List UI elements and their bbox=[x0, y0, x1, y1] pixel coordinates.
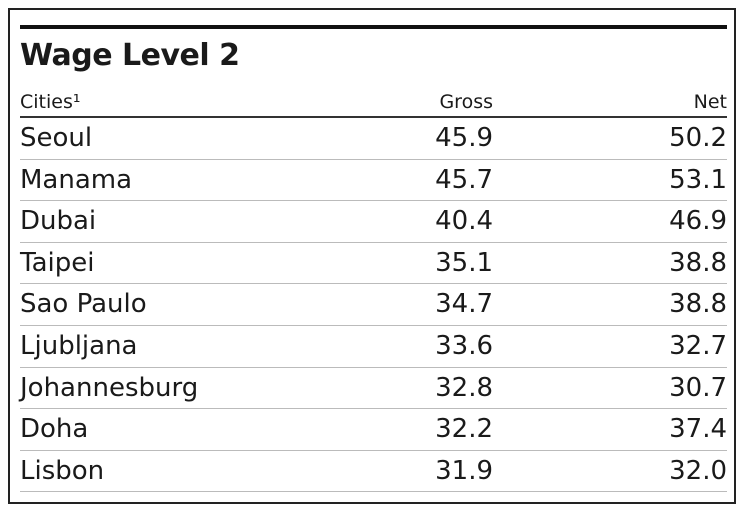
table-cell: Taipei bbox=[20, 247, 95, 278]
table-cell: Dubai bbox=[20, 206, 97, 237]
table-cell: Doha bbox=[20, 414, 89, 445]
table-cell: Seoul bbox=[20, 123, 93, 153]
table-cell: 32.2 bbox=[435, 414, 493, 445]
table-row: Seoul 45.9 50.2 bbox=[20, 118, 727, 160]
table-cell: 32.0 bbox=[669, 455, 727, 486]
table-cell: 53.1 bbox=[669, 164, 727, 195]
header-cell: Gross bbox=[439, 91, 493, 113]
table-row: Sao Paulo 34.7 38.8 bbox=[20, 284, 727, 326]
table-cell: Johannesburg bbox=[20, 372, 199, 403]
table-row: Johannesburg 32.8 30.7 bbox=[20, 368, 727, 410]
table-frame bbox=[8, 8, 736, 504]
header-cell: Net bbox=[693, 91, 727, 113]
table-cell: 50.2 bbox=[669, 123, 727, 153]
table-cell: 45.7 bbox=[435, 164, 493, 195]
table-cell: 38.8 bbox=[669, 247, 727, 278]
table-cell: 38.8 bbox=[669, 289, 727, 320]
table-cell: Sao Paulo bbox=[20, 289, 147, 320]
table-row: Lisbon 31.9 32.0 bbox=[20, 451, 727, 493]
table-cell: 45.9 bbox=[435, 123, 493, 153]
table-cell: Manama bbox=[20, 164, 133, 195]
table-cell: 40.4 bbox=[435, 206, 493, 237]
table-cell: 34.7 bbox=[435, 289, 493, 320]
header-cell: Cities¹ bbox=[20, 91, 81, 113]
table-row: Manama 45.7 53.1 bbox=[20, 160, 727, 202]
table-cell: 33.6 bbox=[435, 331, 493, 361]
table-row: Taipei 35.1 38.8 bbox=[20, 243, 727, 285]
table-cell: 30.7 bbox=[669, 372, 727, 403]
table-cell: 37.4 bbox=[669, 414, 727, 445]
top-rule bbox=[20, 25, 727, 29]
table-row: Dubai 40.4 46.9 bbox=[20, 201, 727, 243]
table-cell: Ljubljana bbox=[20, 331, 138, 361]
table-cell: 46.9 bbox=[669, 206, 727, 237]
table-cell: 32.8 bbox=[435, 372, 493, 403]
table-cell: 32.7 bbox=[669, 331, 727, 361]
table-title: Wage Level 2 bbox=[20, 38, 240, 73]
table-cell: Lisbon bbox=[20, 455, 105, 486]
table-cell: 35.1 bbox=[435, 247, 493, 278]
table-row: Doha 32.2 37.4 bbox=[20, 409, 727, 451]
header-row: Cities¹ Gross Net bbox=[20, 87, 727, 118]
table-cell: 31.9 bbox=[435, 455, 493, 486]
table-row: Ljubljana 33.6 32.7 bbox=[20, 326, 727, 368]
